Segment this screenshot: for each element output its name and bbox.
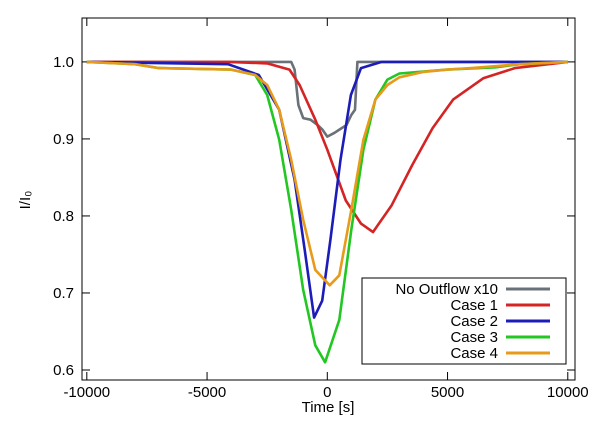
data-line [86,60,568,234]
y-tick-label: 0.6 [53,362,74,379]
x-tick-label: 5000 [431,384,464,401]
plot-frame [81,17,576,381]
x-tick-label: -10000 [63,384,110,401]
legend-label: No Outflow x10 [395,281,498,298]
x-tick-label: 10000 [547,384,589,401]
y-tick-label: 1.0 [53,54,74,71]
y-tick-label: 0.7 [53,285,74,302]
legend-label: Case 3 [450,329,498,346]
data-line [86,60,568,287]
y-tick-label: 0.9 [53,131,74,148]
data-line [86,60,568,138]
x-tick-label: -5000 [188,384,226,401]
legend-label: Case 2 [450,313,498,330]
x-axis-label: Time [s] [302,399,355,416]
y-axis-label: I/I₀ [17,191,34,210]
legend-label: Case 1 [450,297,498,314]
y-tick-label: 0.8 [53,208,74,225]
legend-label: Case 4 [450,345,498,362]
x-tick-label: 0 [323,384,331,401]
